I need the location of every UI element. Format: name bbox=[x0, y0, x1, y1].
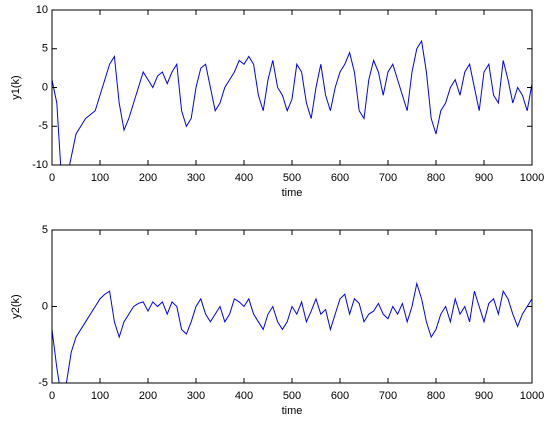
x-tick-label: 1000 bbox=[520, 390, 544, 402]
x-tick-label: 600 bbox=[331, 390, 349, 402]
y-tick-label: 5 bbox=[42, 224, 48, 236]
x-tick-label: 200 bbox=[139, 172, 157, 184]
x-tick-label: 300 bbox=[187, 172, 205, 184]
x-tick-label: 800 bbox=[427, 172, 445, 184]
y-tick-label: -5 bbox=[38, 377, 48, 389]
y-tick-label: 10 bbox=[36, 4, 48, 16]
plot-area bbox=[52, 10, 532, 165]
x-tick-label: 500 bbox=[283, 390, 301, 402]
x-tick-label: 0 bbox=[49, 390, 55, 402]
y-axis-label: y1(k) bbox=[10, 75, 22, 99]
x-tick-label: 1000 bbox=[520, 172, 544, 184]
x-axis-label: time bbox=[282, 405, 303, 417]
y-tick-label: -10 bbox=[32, 159, 48, 171]
x-tick-label: 900 bbox=[475, 172, 493, 184]
data-line bbox=[52, 39, 532, 165]
x-tick-label: 500 bbox=[283, 172, 301, 184]
x-axis-label: time bbox=[282, 187, 303, 199]
x-tick-label: 100 bbox=[91, 390, 109, 402]
x-tick-label: 900 bbox=[475, 390, 493, 402]
data-line bbox=[52, 281, 532, 383]
y-tick-label: 0 bbox=[42, 300, 48, 312]
x-tick-label: 600 bbox=[331, 172, 349, 184]
x-tick-label: 700 bbox=[379, 390, 397, 402]
x-tick-label: 300 bbox=[187, 390, 205, 402]
x-tick-label: 700 bbox=[379, 172, 397, 184]
y-axis-label: y2(k) bbox=[10, 294, 22, 318]
x-tick-label: 200 bbox=[139, 390, 157, 402]
x-tick-label: 800 bbox=[427, 390, 445, 402]
x-tick-label: 100 bbox=[91, 172, 109, 184]
y-tick-label: 5 bbox=[42, 43, 48, 55]
y-tick-label: 0 bbox=[42, 81, 48, 93]
x-tick-label: 400 bbox=[235, 172, 253, 184]
x-tick-label: 0 bbox=[49, 172, 55, 184]
y-tick-label: -5 bbox=[38, 120, 48, 132]
x-tick-label: 400 bbox=[235, 390, 253, 402]
